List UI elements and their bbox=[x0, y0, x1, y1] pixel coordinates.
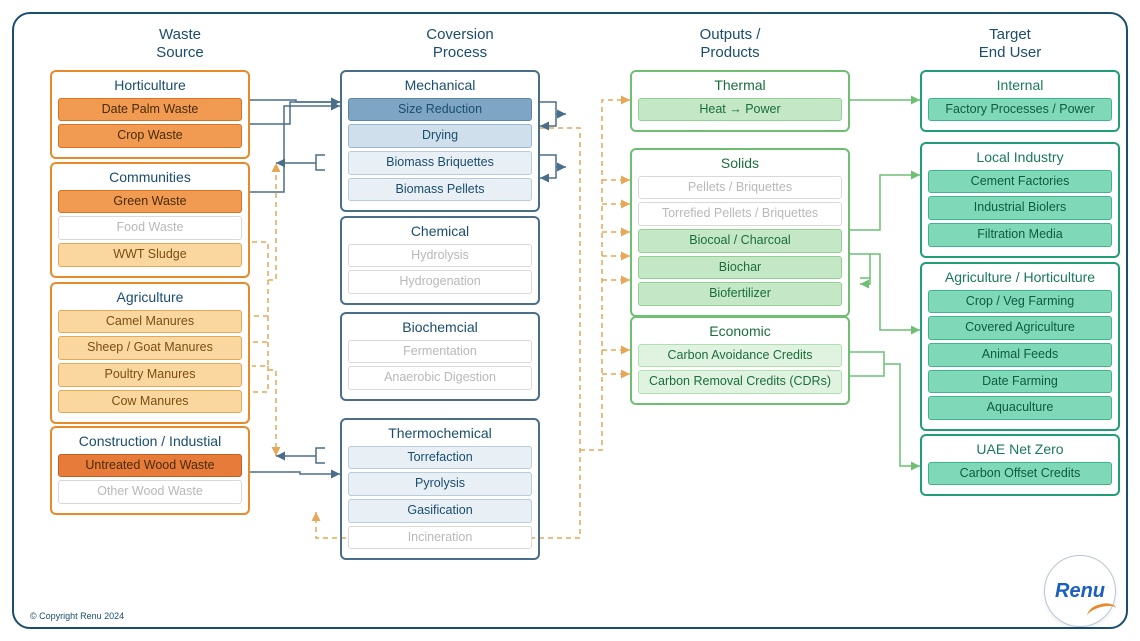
diagram-item: Biomass Briquettes bbox=[348, 151, 532, 175]
diagram-item: Crop / Veg Farming bbox=[928, 290, 1112, 314]
diagram-item: Gasification bbox=[348, 499, 532, 523]
diagram-item: Covered Agriculture bbox=[928, 316, 1112, 340]
diagram-item: Torrefied Pellets / Briquettes bbox=[638, 202, 842, 226]
column-header: WasteSource bbox=[90, 26, 270, 62]
diagram-item: WWT Sludge bbox=[58, 243, 242, 267]
group-title: Local Industry bbox=[928, 149, 1112, 166]
column-header: TargetEnd User bbox=[920, 26, 1100, 62]
diagram-item: Pellets / Briquettes bbox=[638, 176, 842, 200]
group-box: Agriculture / Horticulture Crop / Veg Far… bbox=[920, 262, 1120, 431]
diagram-item: Food Waste bbox=[58, 216, 242, 240]
diagram-item: Filtration Media bbox=[928, 223, 1112, 247]
group-box: UAE Net Zero Carbon Offset Credits bbox=[920, 434, 1120, 496]
diagram-item: Poultry Manures bbox=[58, 363, 242, 387]
diagram-item: Carbon Avoidance Credits bbox=[638, 344, 842, 368]
diagram-item: Factory Processes / Power bbox=[928, 98, 1112, 122]
group-title: Thermochemical bbox=[348, 425, 532, 442]
column-header: CoversionProcess bbox=[370, 26, 550, 62]
diagram-item: Pyrolysis bbox=[348, 472, 532, 496]
group-box: Internal Factory Processes / Power bbox=[920, 70, 1120, 132]
diagram-item: Date Palm Waste bbox=[58, 98, 242, 122]
diagram-item: Incineration bbox=[348, 526, 532, 550]
diagram-item: Drying bbox=[348, 124, 532, 148]
group-box: Local Industry Cement FactoriesIndustrial… bbox=[920, 142, 1120, 258]
copyright-text: © Copyright Renu 2024 bbox=[30, 611, 124, 621]
diagram-item: Size Reduction bbox=[348, 98, 532, 122]
group-title: Solids bbox=[638, 155, 842, 172]
diagram-item: Heat → Power bbox=[638, 98, 842, 122]
group-box: Chemical HydrolysisHydrogenation bbox=[340, 216, 540, 305]
group-title: Horticulture bbox=[58, 77, 242, 94]
logo-label: Renu bbox=[1055, 580, 1105, 603]
diagram-item: Industrial Biolers bbox=[928, 196, 1112, 220]
diagram-item: Biofertilizer bbox=[638, 282, 842, 306]
diagram-item: Torrefaction bbox=[348, 446, 532, 470]
group-box: Mechanical Size ReductionDrying Biomass Br… bbox=[340, 70, 540, 212]
group-box: Thermal Heat → Power bbox=[630, 70, 850, 132]
group-title: Economic bbox=[638, 323, 842, 340]
group-title: Chemical bbox=[348, 223, 532, 240]
renu-logo: Renu bbox=[1044, 555, 1116, 627]
group-title: UAE Net Zero bbox=[928, 441, 1112, 458]
group-title: Construction / Industial bbox=[58, 433, 242, 450]
diagram-item: Sheep / Goat Manures bbox=[58, 336, 242, 360]
column-header: Outputs /Products bbox=[640, 26, 820, 62]
group-box: Solids Pellets / BriquettesTorrefied Pell… bbox=[630, 148, 850, 317]
group-box: Biochemcial FermentationAnaerobic Digesti… bbox=[340, 312, 540, 401]
diagram-item: Biochar bbox=[638, 256, 842, 280]
diagram-item: Green Waste bbox=[58, 190, 242, 214]
diagram-item: Hydrogenation bbox=[348, 270, 532, 294]
group-title: Communities bbox=[58, 169, 242, 186]
group-title: Biochemcial bbox=[348, 319, 532, 336]
group-title: Thermal bbox=[638, 77, 842, 94]
diagram-item: Carbon Removal Credits (CDRs) bbox=[638, 370, 842, 394]
diagram-item: Aquaculture bbox=[928, 396, 1112, 420]
diagram-item: Carbon Offset Credits bbox=[928, 462, 1112, 486]
diagram-item: Cow Manures bbox=[58, 390, 242, 414]
group-box: Thermochemical TorrefactionPyrolysis Gasif… bbox=[340, 418, 540, 560]
group-box: Agriculture Camel ManuresSheep / Goat Man… bbox=[50, 282, 250, 424]
diagram-item: Untreated Wood Waste bbox=[58, 454, 242, 478]
diagram-item: Cement Factories bbox=[928, 170, 1112, 194]
group-title: Internal bbox=[928, 77, 1112, 94]
diagram-item: Biomass Pellets bbox=[348, 178, 532, 202]
diagram-item: Animal Feeds bbox=[928, 343, 1112, 367]
group-title: Mechanical bbox=[348, 77, 532, 94]
group-box: Economic Carbon Avoidance CreditsCarbon R… bbox=[630, 316, 850, 405]
group-title: Agriculture / Horticulture bbox=[928, 269, 1112, 286]
group-box: Construction / Industial Untreated Wood W… bbox=[50, 426, 250, 515]
diagram-item: Fermentation bbox=[348, 340, 532, 364]
diagram-item: Other Wood Waste bbox=[58, 480, 242, 504]
diagram-item: Hydrolysis bbox=[348, 244, 532, 268]
diagram-item: Camel Manures bbox=[58, 310, 242, 334]
group-box: Horticulture Date Palm WasteCrop Waste bbox=[50, 70, 250, 159]
diagram-item: Anaerobic Digestion bbox=[348, 366, 532, 390]
diagram-item: Crop Waste bbox=[58, 124, 242, 148]
diagram-item: Date Farming bbox=[928, 370, 1112, 394]
group-title: Agriculture bbox=[58, 289, 242, 306]
group-box: Communities Green WasteFood Waste WWT Slud… bbox=[50, 162, 250, 278]
diagram-item: Biocoal / Charcoal bbox=[638, 229, 842, 253]
